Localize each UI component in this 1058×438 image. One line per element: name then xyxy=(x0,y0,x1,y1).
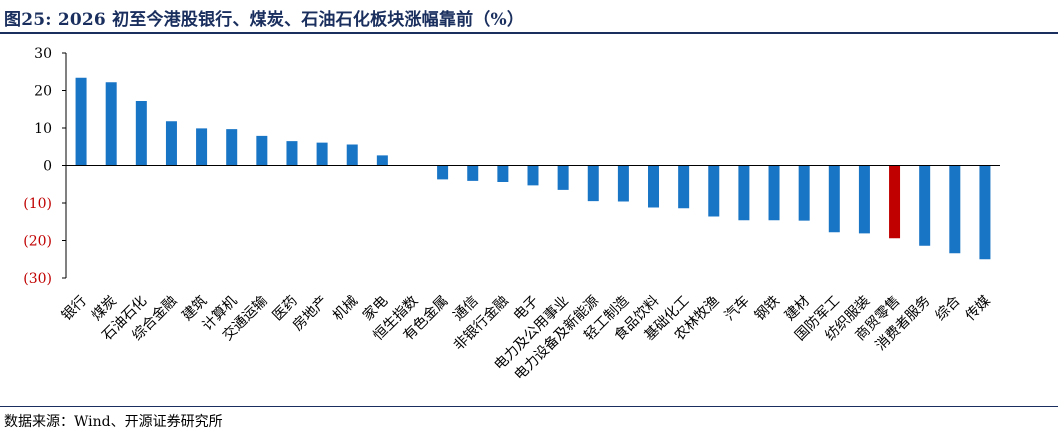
x-tick-label: 综合 xyxy=(933,293,964,324)
y-tick-label: (20) xyxy=(23,234,52,250)
data-source: 数据来源：Wind、开源证券研究所 xyxy=(4,414,223,430)
bar-16 xyxy=(527,165,539,186)
bar-30 xyxy=(949,165,961,254)
bar-27 xyxy=(858,165,870,234)
bar-1 xyxy=(75,77,87,166)
title-divider xyxy=(0,32,1058,34)
chart-title: 图25: 2026 初至今港股银行、煤炭、石油石化板块涨幅靠前（%） xyxy=(4,10,525,30)
bar-13 xyxy=(437,165,449,180)
bar-21 xyxy=(678,165,690,209)
y-tick-label: (30) xyxy=(23,271,52,287)
x-tick-label: 房地产 xyxy=(290,293,331,334)
bar-18 xyxy=(587,165,599,202)
bar-25 xyxy=(798,165,810,221)
bar-7 xyxy=(256,135,268,166)
footer-divider xyxy=(0,406,1058,407)
bar-5 xyxy=(196,128,208,166)
x-tick-label: 机械 xyxy=(330,293,361,324)
x-tick-label: 银行 xyxy=(59,293,90,324)
y-tick-label: 30 xyxy=(34,46,52,62)
x-tick-label: 传媒 xyxy=(963,293,994,324)
bar-20 xyxy=(648,165,660,208)
bar-3 xyxy=(135,101,147,166)
bar-14 xyxy=(467,165,479,181)
bar-15 xyxy=(497,165,509,182)
bar-8 xyxy=(286,141,298,166)
bar-10 xyxy=(346,144,358,166)
bar-22 xyxy=(708,165,720,217)
x-tick-label: 汽车 xyxy=(721,292,753,324)
bar-29 xyxy=(919,165,931,246)
bar-31 xyxy=(979,165,991,260)
x-tick-label: 钢铁 xyxy=(752,293,783,324)
bar-11 xyxy=(376,155,388,166)
bar-4 xyxy=(165,121,177,166)
bar-6 xyxy=(226,129,238,166)
bar-24 xyxy=(768,165,780,221)
y-axis: 30 20 10 0 (10) (20) (30) xyxy=(23,46,67,287)
bars xyxy=(75,77,991,260)
bar-17 xyxy=(557,165,569,190)
bar-23 xyxy=(738,165,750,221)
bar-26 xyxy=(828,165,840,233)
y-tick-label: 0 xyxy=(43,159,52,175)
bar-28 xyxy=(889,165,901,239)
y-tick-label: 10 xyxy=(34,121,52,137)
bar-19 xyxy=(617,165,629,202)
y-tick-label: (10) xyxy=(23,196,52,212)
bar-2 xyxy=(105,82,117,166)
bar-9 xyxy=(316,142,328,166)
y-tick-label: 20 xyxy=(34,84,52,100)
